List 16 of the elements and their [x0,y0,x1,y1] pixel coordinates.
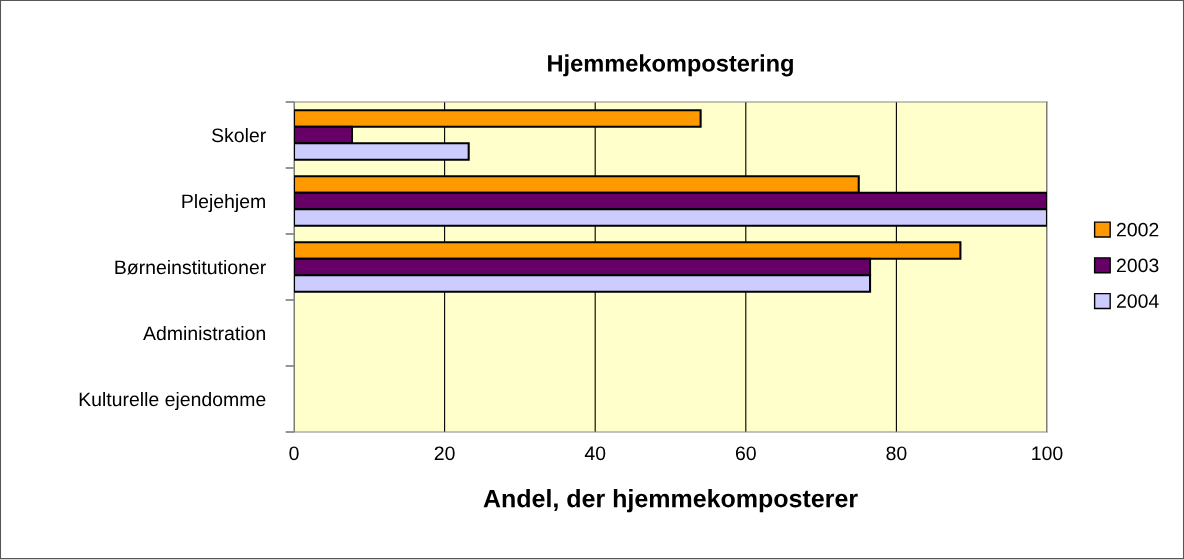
y-tick-label: Børneinstitutioner [115,259,266,275]
x-tick-label: 80 [886,446,907,461]
legend-label: 2002 [1116,222,1159,237]
legend-label: 2003 [1116,258,1159,273]
y-tick-label: Kulturelle ejendomme [79,391,266,411]
x-tick-label: 100 [1032,446,1063,461]
x-tick-label: 60 [735,446,756,461]
y-tick-label: Skoler [211,127,266,143]
x-axis-title: Andel, der hjemmekomposterer [483,489,858,513]
legend-label: 2004 [1116,294,1159,308]
y-tick-label: Administration [143,325,265,341]
y-tick-label: Plejehjem [182,193,265,213]
x-tick-label: 20 [434,446,455,461]
chart-title: Hjemmekompostering [548,54,793,77]
x-tick-label: 0 [289,446,299,461]
x-tick-label: 40 [584,446,606,461]
